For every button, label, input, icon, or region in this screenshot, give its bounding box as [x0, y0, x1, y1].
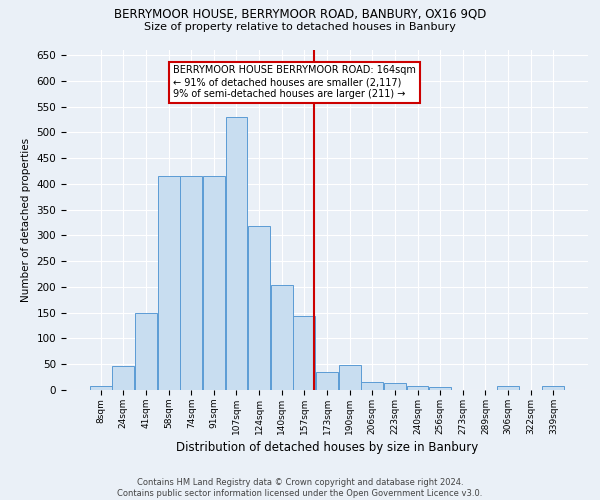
Bar [316, 372, 338, 390]
Bar [293, 316, 316, 390]
Text: BERRYMOOR HOUSE BERRYMOOR ROAD: 164sqm
← 91% of detached houses are smaller (2,1: BERRYMOOR HOUSE BERRYMOOR ROAD: 164sqm ←… [173, 66, 416, 98]
Y-axis label: Number of detached properties: Number of detached properties [21, 138, 31, 302]
Bar [226, 117, 247, 390]
Bar [158, 176, 179, 390]
Bar [497, 386, 519, 390]
Bar [407, 386, 428, 390]
Bar [203, 176, 225, 390]
Bar [542, 386, 564, 390]
Text: Contains HM Land Registry data © Crown copyright and database right 2024.
Contai: Contains HM Land Registry data © Crown c… [118, 478, 482, 498]
Bar [271, 285, 293, 390]
Bar [180, 176, 202, 390]
Bar [90, 386, 112, 390]
Text: BERRYMOOR HOUSE, BERRYMOOR ROAD, BANBURY, OX16 9QD: BERRYMOOR HOUSE, BERRYMOOR ROAD, BANBURY… [114, 8, 486, 20]
Bar [248, 226, 270, 390]
Bar [112, 366, 134, 390]
Bar [338, 366, 361, 390]
Bar [429, 388, 451, 390]
Text: Size of property relative to detached houses in Banbury: Size of property relative to detached ho… [144, 22, 456, 32]
Bar [384, 384, 406, 390]
Bar [135, 312, 157, 390]
Bar [361, 382, 383, 390]
X-axis label: Distribution of detached houses by size in Banbury: Distribution of detached houses by size … [176, 441, 478, 454]
